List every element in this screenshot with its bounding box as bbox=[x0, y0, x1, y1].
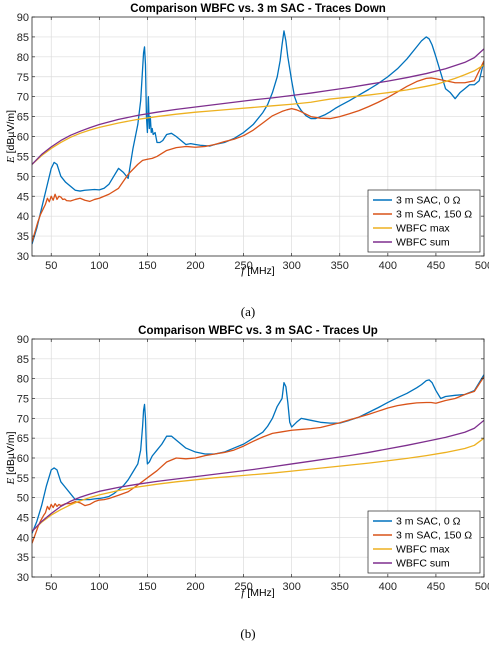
x-axis-label-symbol: f bbox=[241, 587, 246, 599]
legend-label-2: 3 m SAC, 150 Ω bbox=[396, 209, 472, 221]
y-axis-label: E [dBµV/m] bbox=[5, 431, 17, 485]
y-axis-label-symbol: E bbox=[5, 478, 17, 486]
legend-label-2: 3 m SAC, 150 Ω bbox=[396, 530, 472, 542]
x-tick-label: 500 bbox=[475, 581, 489, 593]
y-tick-label: 70 bbox=[17, 413, 29, 425]
chart-title: Comparison WBFC vs. 3 m SAC - Traces Dow… bbox=[130, 3, 386, 15]
y-tick-label: 80 bbox=[17, 374, 29, 386]
series-line-3 bbox=[32, 64, 484, 165]
chart-panel-1: 50 100 150 200 250 300 350 400 450 500 30 35 40 45 50 5… bbox=[5, 3, 489, 319]
y-tick-label: 30 bbox=[17, 572, 29, 584]
x-tick-label: 250 bbox=[234, 260, 252, 272]
x-tick-label: 300 bbox=[282, 581, 300, 593]
legend-label-1: 3 m SAC, 0 Ω bbox=[396, 195, 461, 207]
y-tick-label: 75 bbox=[17, 394, 29, 406]
x-tick-label: 150 bbox=[138, 260, 156, 272]
y-tick-label: 65 bbox=[17, 433, 29, 445]
x-tick-label: 350 bbox=[331, 260, 349, 272]
x-tick-label: 50 bbox=[45, 581, 57, 593]
figure-caption: (a) bbox=[241, 304, 255, 319]
chart-panel-2: 50 100 150 200 250 300 350 400 450 500 30 35 40 45 50 5… bbox=[5, 325, 489, 641]
y-tick-label: 55 bbox=[17, 473, 29, 485]
y-tick-label: 75 bbox=[17, 72, 29, 84]
legend-label-3: WBFC max bbox=[396, 223, 450, 235]
y-tick-label: 30 bbox=[17, 251, 29, 263]
series-line-4 bbox=[32, 48, 484, 165]
y-tick-label: 45 bbox=[17, 191, 29, 203]
y-tick-label: 85 bbox=[17, 32, 29, 44]
legend-label-4: WBFC sum bbox=[396, 237, 450, 249]
y-axis-label-unit: [dBµV/m] bbox=[5, 431, 17, 477]
x-tick-label: 200 bbox=[186, 581, 204, 593]
y-tick-label: 50 bbox=[17, 493, 29, 505]
y-axis-label-symbol: E bbox=[5, 156, 17, 164]
y-tick-label: 35 bbox=[17, 231, 29, 243]
y-tick-label: 90 bbox=[17, 12, 29, 24]
y-tick-label: 60 bbox=[17, 132, 29, 144]
y-tick-label: 40 bbox=[17, 211, 29, 223]
x-axis-label-unit: [MHz] bbox=[244, 265, 274, 277]
legend-label-3: WBFC max bbox=[396, 544, 450, 556]
y-tick-label: 50 bbox=[17, 171, 29, 183]
series-group bbox=[32, 30, 484, 245]
x-tick-label: 300 bbox=[282, 260, 300, 272]
x-tick-label: 100 bbox=[90, 581, 108, 593]
x-axis-label-symbol: f bbox=[241, 265, 246, 277]
series-line-4 bbox=[32, 419, 484, 532]
x-tick-label: 150 bbox=[138, 581, 156, 593]
figure-caption: (b) bbox=[240, 626, 255, 641]
legend-label-1: 3 m SAC, 0 Ω bbox=[396, 516, 461, 528]
y-axis-label: E [dBµV/m] bbox=[5, 110, 17, 164]
x-tick-label: 250 bbox=[234, 581, 252, 593]
x-tick-label: 450 bbox=[427, 260, 445, 272]
series-line-2 bbox=[32, 376, 484, 544]
legend: 3 m SAC, 0 Ω 3 m SAC, 150 Ω WBFC max WBFC s… bbox=[367, 189, 481, 253]
legend: 3 m SAC, 0 Ω 3 m SAC, 150 Ω WBFC max WBFC s… bbox=[367, 510, 481, 574]
x-axis-label: f [MHz] bbox=[241, 587, 274, 599]
series-line-2 bbox=[32, 60, 484, 243]
x-tick-label: 400 bbox=[379, 581, 397, 593]
x-tick-label: 200 bbox=[186, 260, 204, 272]
y-tick-label: 65 bbox=[17, 112, 29, 124]
x-tick-label: 500 bbox=[475, 260, 489, 272]
x-tick-label: 50 bbox=[45, 260, 57, 272]
chart-title: Comparison WBFC vs. 3 m SAC - Traces Up bbox=[138, 325, 378, 337]
legend-label-4: WBFC sum bbox=[396, 558, 450, 570]
y-tick-label: 40 bbox=[17, 532, 29, 544]
y-tick-label: 85 bbox=[17, 354, 29, 366]
y-tick-label: 55 bbox=[17, 151, 29, 163]
y-tick-label: 45 bbox=[17, 513, 29, 525]
series-line-3 bbox=[32, 437, 484, 532]
x-tick-label: 350 bbox=[331, 581, 349, 593]
x-axis-label: f [MHz] bbox=[241, 265, 274, 277]
y-tick-label: 35 bbox=[17, 552, 29, 564]
series-group bbox=[32, 374, 484, 544]
x-axis-label-unit: [MHz] bbox=[244, 587, 274, 599]
y-axis-label-unit: [dBµV/m] bbox=[5, 110, 17, 156]
x-tick-label: 100 bbox=[90, 260, 108, 272]
series-line-1 bbox=[32, 374, 484, 534]
y-tick-label: 80 bbox=[17, 52, 29, 64]
y-tick-label: 60 bbox=[17, 453, 29, 465]
y-tick-label: 90 bbox=[17, 334, 29, 346]
y-tick-label: 70 bbox=[17, 92, 29, 104]
x-tick-label: 400 bbox=[379, 260, 397, 272]
x-tick-label: 450 bbox=[427, 581, 445, 593]
